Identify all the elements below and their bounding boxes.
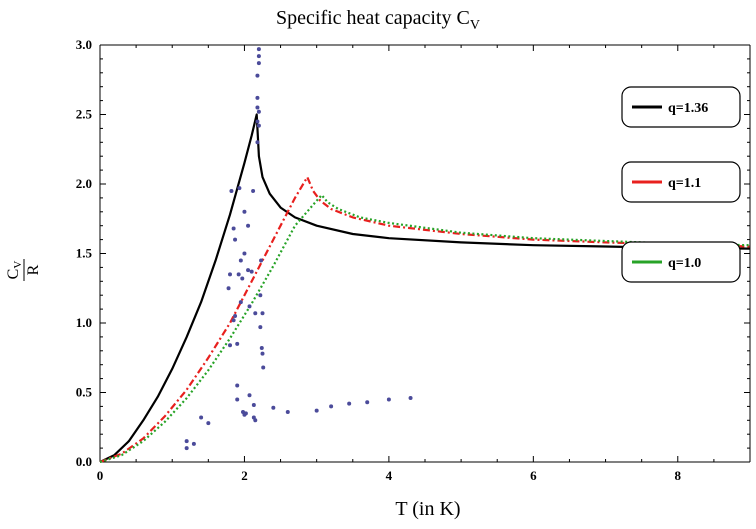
svg-text:CV: CV <box>5 261 24 280</box>
scatter-point <box>233 314 238 319</box>
scatter-point <box>386 397 391 402</box>
scatter-point <box>243 411 248 416</box>
scatter-point <box>247 304 252 309</box>
x-tick-label: 2 <box>241 468 248 483</box>
scatter-point <box>255 140 260 145</box>
scatter-point <box>206 421 211 426</box>
scatter-point <box>237 186 242 191</box>
scatter-point <box>258 325 263 330</box>
scatter-point <box>255 105 260 110</box>
y-tick-label: 3.0 <box>76 37 92 52</box>
scatter-point <box>251 403 256 408</box>
scatter-point <box>242 209 247 214</box>
scatter-point <box>253 418 258 423</box>
scatter-point <box>258 293 263 298</box>
scatter-point <box>235 341 240 346</box>
scatter-point <box>184 446 189 451</box>
scatter-point <box>255 119 260 124</box>
scatter-point <box>231 226 236 231</box>
scatter-point <box>238 258 243 263</box>
scatter-layer <box>184 47 413 451</box>
legend-box <box>621 86 741 128</box>
legend: q=1.36 q=1.1 q=1.0 <box>621 86 741 283</box>
x-tick-label: 0 <box>97 468 104 483</box>
scatter-point <box>329 404 334 409</box>
legend-entry-2: q=1.1 <box>621 161 741 203</box>
chart-title: Specific heat capacity CV <box>276 7 480 33</box>
scatter-point <box>253 311 258 316</box>
scatter-point <box>255 95 260 100</box>
scatter-point <box>184 439 189 444</box>
scatter-point <box>242 251 247 256</box>
scatter-point <box>256 109 261 114</box>
legend-label: q=1.1 <box>668 176 701 191</box>
scatter-point <box>251 188 256 193</box>
legend-entry-1: q=1.36 <box>621 86 741 128</box>
scatter-point <box>247 393 252 398</box>
scatter-point <box>191 441 196 446</box>
y-tick-label: 2.5 <box>76 107 93 122</box>
series-layer <box>99 113 751 464</box>
legend-box <box>621 241 741 283</box>
scatter-point <box>260 351 265 356</box>
legend-label: q=1.0 <box>668 256 701 271</box>
legend-entry-3: q=1.0 <box>621 241 741 283</box>
scatter-point <box>235 397 240 402</box>
scatter-point <box>256 61 261 66</box>
scatter-point <box>259 258 264 263</box>
scatter-point <box>238 300 243 305</box>
series-line-2 <box>99 176 751 464</box>
x-tick-label: 6 <box>530 468 537 483</box>
scatter-point <box>228 343 232 348</box>
scatter-point <box>365 400 370 405</box>
y-axis-label: CV R <box>5 259 42 281</box>
scatter-point <box>314 408 319 413</box>
scatter-point <box>249 269 254 274</box>
legend-label: q=1.36 <box>668 101 708 116</box>
x-tick-label: 4 <box>386 468 393 483</box>
scatter-point <box>199 415 204 420</box>
scatter-point <box>236 272 241 277</box>
scatter-point <box>261 365 266 370</box>
scatter-point <box>255 73 260 78</box>
scatter-point <box>260 311 265 316</box>
scatter-point <box>226 286 231 291</box>
scatter-point <box>408 396 413 401</box>
scatter-point <box>228 272 232 277</box>
scatter-point <box>256 123 261 128</box>
scatter-point <box>256 47 261 52</box>
scatter-point <box>256 54 261 59</box>
y-tick-label: 2.0 <box>76 176 92 191</box>
scatter-point <box>240 276 245 281</box>
y-tick-label: 0.5 <box>76 385 93 400</box>
legend-box <box>621 161 741 203</box>
x-tick-label: 8 <box>675 468 682 483</box>
scatter-point <box>347 401 352 406</box>
series-line-3 <box>99 194 751 464</box>
scatter-point <box>233 237 238 242</box>
y-tick-label: 0.0 <box>76 454 92 469</box>
x-axis-label: T (in K) <box>395 498 460 520</box>
y-tick-label: 1.5 <box>76 246 93 261</box>
scatter-point <box>259 346 264 351</box>
scatter-point <box>229 188 234 193</box>
scatter-point <box>246 223 251 228</box>
svg-text:R: R <box>25 264 42 275</box>
axes: 0 2 4 6 8 0.0 0.5 1.0 1.5 2.0 2.5 3.0 <box>76 37 751 483</box>
scatter-point <box>231 318 236 323</box>
series-line-1 <box>99 113 751 463</box>
scatter-point <box>271 405 276 410</box>
scatter-point <box>235 383 240 388</box>
y-tick-label: 1.0 <box>76 315 92 330</box>
scatter-point <box>285 409 290 414</box>
scatter-point <box>246 268 251 273</box>
